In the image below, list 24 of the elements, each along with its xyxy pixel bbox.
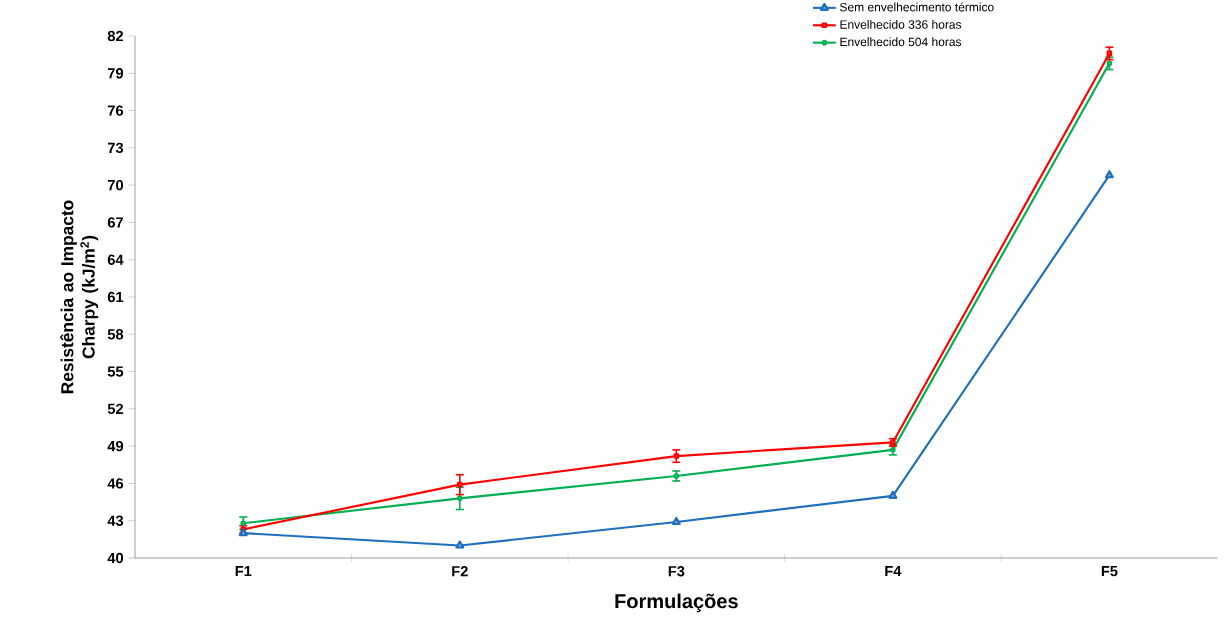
y-tick-label: 43 — [107, 515, 124, 526]
x-tick-label: F1 — [235, 566, 252, 577]
x-tick-label: F2 — [452, 566, 468, 577]
x-tick-label: F4 — [885, 566, 902, 577]
y-tick-label: 55 — [107, 366, 124, 377]
legend-label: Envelhecido 504 horas — [840, 37, 962, 47]
y-tick-label: 70 — [107, 179, 124, 191]
y-tick-label: 79 — [107, 68, 124, 79]
y-tick-label: 82 — [107, 30, 124, 42]
legend-label: Sem envelhecimento térmico — [840, 2, 994, 12]
y-tick-label: 40 — [107, 552, 124, 564]
x-axis-title: Formulações — [615, 593, 738, 613]
x-tick-label: F5 — [1101, 566, 1118, 577]
y-tick-label: 61 — [107, 291, 124, 303]
y-tick-label: 58 — [107, 329, 124, 340]
y-tick-label: 67 — [107, 217, 123, 228]
y-tick-label: 49 — [107, 440, 124, 452]
y-tick-label: 64 — [107, 254, 124, 265]
y-tick-label: 52 — [107, 403, 124, 415]
x-tick-label: F3 — [668, 566, 685, 577]
y-tick-label: 46 — [107, 478, 124, 489]
y-tick-label: 73 — [107, 142, 124, 154]
legend-label: Envelhecido 336 horas — [840, 19, 962, 29]
y-tick-label: 76 — [107, 105, 124, 116]
